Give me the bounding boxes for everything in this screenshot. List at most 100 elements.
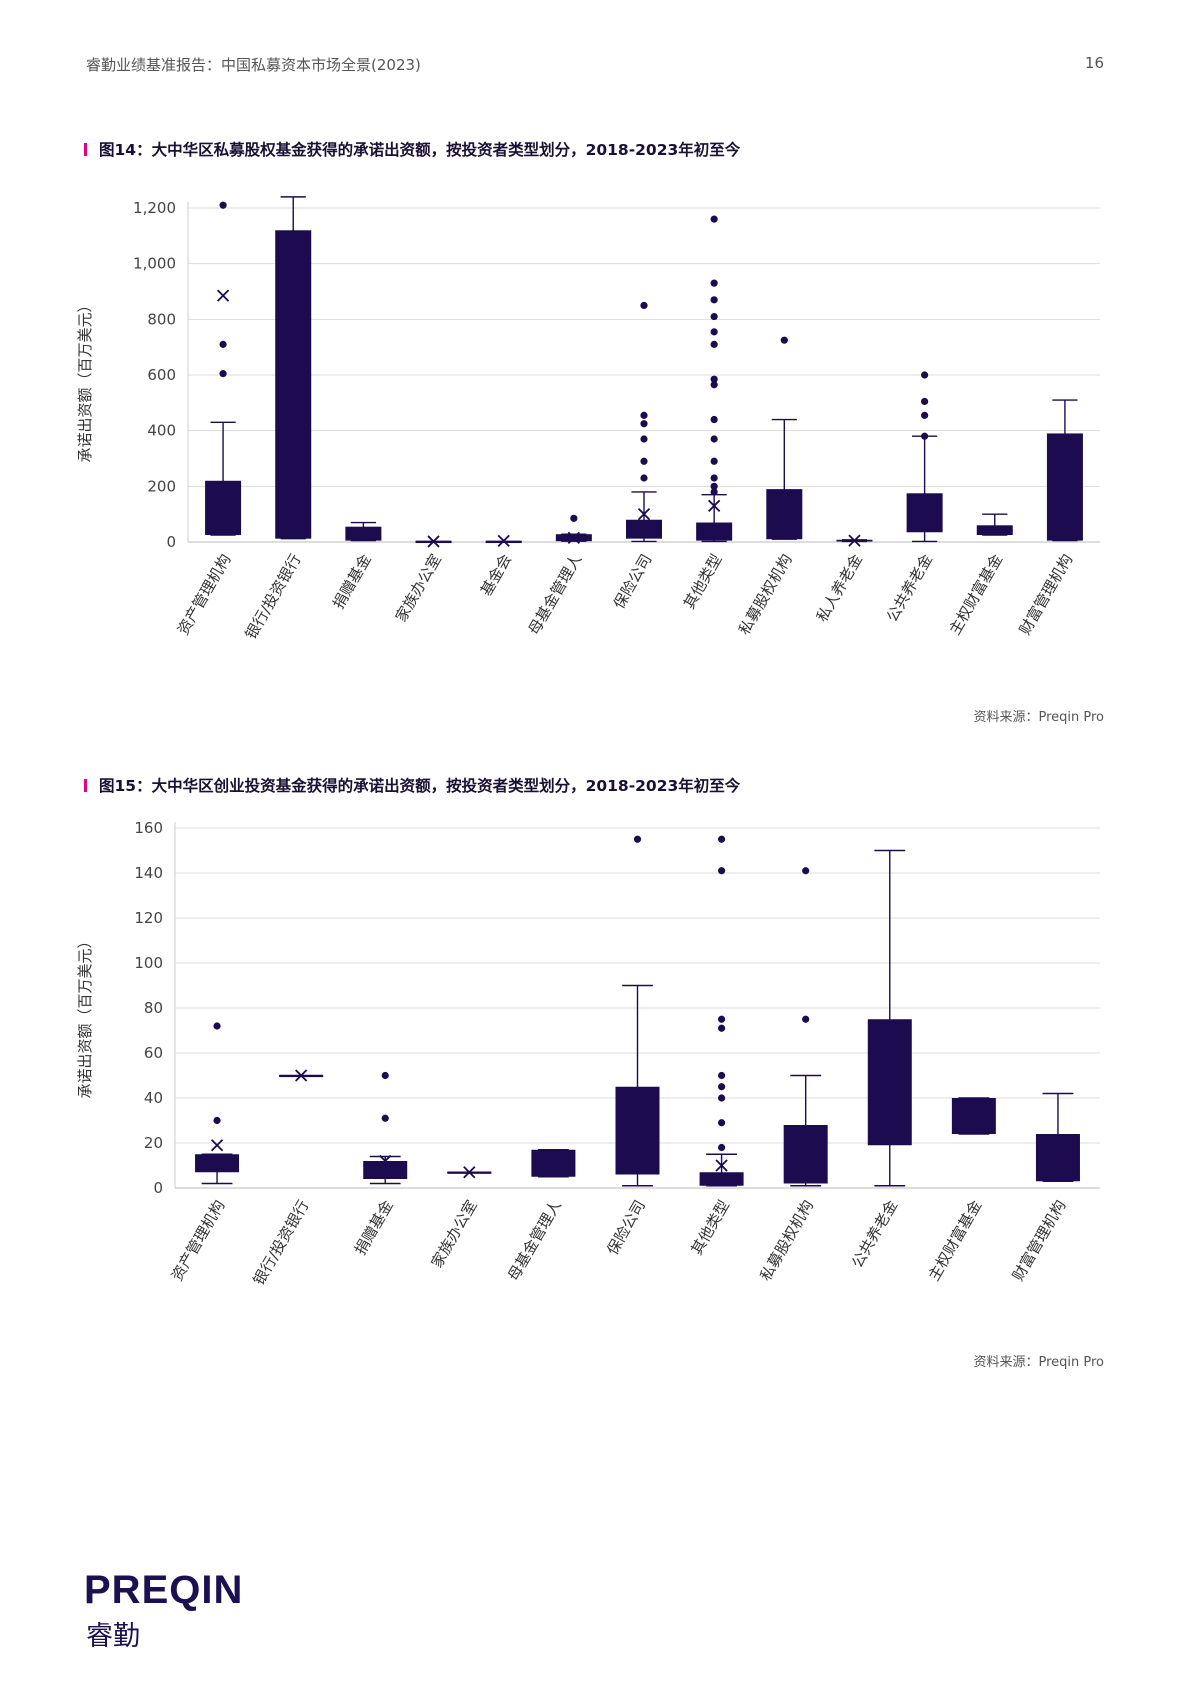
y-tick-label: 140 — [134, 864, 163, 882]
outlier-point — [717, 867, 726, 875]
outlier-point — [710, 312, 718, 321]
outlier-point — [717, 1083, 726, 1091]
outlier-point — [640, 474, 648, 482]
outlier-point — [802, 1015, 810, 1023]
mean-marker — [708, 499, 721, 512]
box-iqr — [345, 526, 382, 541]
mean-marker — [294, 1069, 308, 1082]
category-label: 私人养老金 — [813, 551, 866, 625]
y-tick-label: 100 — [134, 954, 163, 972]
box-iqr — [1035, 1134, 1080, 1182]
mean-marker — [848, 534, 861, 547]
outlier-point — [717, 1094, 726, 1102]
outlier-point — [710, 435, 718, 443]
outlier-point — [570, 514, 578, 522]
box-iqr — [699, 1172, 744, 1186]
category-label: 捐赠基金 — [351, 1197, 397, 1258]
outlier-point — [213, 1116, 221, 1125]
box-iqr — [766, 489, 803, 540]
outlier-point — [710, 381, 718, 389]
category-label: 财富管理机构 — [1009, 1197, 1070, 1284]
mean-marker — [379, 1154, 392, 1168]
y-axis-label: 承诺出资额（百万美元） — [76, 933, 94, 1098]
outlier-point — [710, 474, 718, 482]
category-label: 公共养老金 — [883, 551, 936, 625]
outlier-point — [921, 432, 929, 440]
box-iqr — [615, 1086, 660, 1175]
category-label: 私募股权机构 — [735, 551, 796, 638]
y-tick-label: 800 — [147, 310, 176, 328]
outlier-point — [717, 1119, 726, 1127]
category-label: 公共养老金 — [848, 1197, 901, 1271]
outlier-point — [219, 201, 227, 209]
outlier-point — [921, 397, 929, 406]
category-label: 基金会 — [477, 551, 515, 599]
y-tick-label: 200 — [147, 477, 176, 495]
box-iqr — [626, 519, 662, 539]
box-iqr — [485, 541, 522, 544]
outlier-point — [710, 375, 718, 383]
box-iqr — [275, 230, 312, 539]
y-tick-label: 600 — [147, 366, 176, 384]
outlier-point — [717, 1143, 726, 1152]
box-iqr — [976, 525, 1013, 536]
outlier-point — [780, 336, 788, 344]
y-tick-label: 400 — [147, 422, 176, 440]
category-label: 主权财富基金 — [946, 551, 1007, 638]
outlier-point — [710, 215, 718, 223]
mean-marker — [637, 508, 651, 521]
figure-15-boxplot: 0 20 40 60 80 100 120 140 160 承诺出资额（百万美元） 资产管理机构 银行… — [76, 819, 1100, 1288]
y-tick-label: 1,000 — [133, 255, 176, 273]
category-label: 财富管理机构 — [1016, 551, 1077, 638]
outlier-point — [717, 835, 726, 843]
outlier-point — [710, 457, 718, 465]
category-label: 其他类型 — [680, 551, 726, 612]
outlier-point — [640, 411, 648, 419]
outlier-point — [640, 301, 648, 310]
outlier-point — [640, 457, 648, 465]
box-iqr — [696, 522, 733, 541]
outlier-point — [710, 482, 718, 490]
outlier-point — [921, 411, 929, 419]
outlier-point — [717, 1015, 726, 1023]
y-tick-label: 60 — [144, 1044, 163, 1062]
box-iqr — [1046, 433, 1083, 541]
box-iqr — [783, 1125, 828, 1184]
outlier-point — [921, 371, 929, 379]
figure-15-title: 图15：大中华区创业投资基金获得的承诺出资额，按投资者类型划分，2018-202… — [84, 774, 740, 796]
box-iqr — [906, 493, 943, 533]
y-tick-label: 1,200 — [133, 199, 176, 217]
outlier-point — [717, 1024, 726, 1032]
y-axis-label: 承诺出资额（百万美元） — [76, 297, 94, 462]
report-header-title: 睿勤业绩基准报告：中国私募资本市场全景(2023) — [86, 56, 421, 74]
mean-marker — [216, 289, 230, 302]
y-tick-label: 80 — [144, 999, 163, 1017]
category-label: 家族办公室 — [428, 1197, 481, 1271]
mean-marker — [567, 531, 580, 544]
outlier-point — [219, 340, 227, 348]
box-iqr — [363, 1161, 408, 1179]
title-accent-bar — [84, 143, 87, 156]
outlier-point — [219, 370, 227, 378]
category-label: 其他类型 — [687, 1197, 733, 1258]
outlier-point — [710, 415, 718, 424]
figure-15-title-text: 图15：大中华区创业投资基金获得的承诺出资额，按投资者类型划分，2018-202… — [99, 777, 741, 795]
box-iqr — [205, 480, 242, 536]
outlier-point — [640, 420, 648, 428]
box-iqr — [195, 1154, 240, 1173]
outlier-point — [802, 867, 810, 875]
category-label: 主权财富基金 — [925, 1197, 986, 1284]
figure-14-title: 图14：大中华区私募股权基金获得的承诺出资额，按投资者类型划分，2018-202… — [84, 138, 740, 160]
mean-marker — [497, 534, 510, 548]
mean-marker — [427, 535, 440, 548]
preqin-logo-cn: 睿勤 — [86, 1621, 140, 1652]
outlier-point — [640, 435, 648, 443]
category-label: 保险公司 — [603, 1197, 649, 1258]
category-label: 母基金管理人 — [525, 551, 586, 638]
y-tick-label: 20 — [144, 1134, 163, 1152]
figure-14-boxplot: 0 200 400 600 800 1,000 1,200 承诺出资额（百万美元） 资产管理机构… — [76, 196, 1100, 642]
category-label: 资产管理机构 — [168, 1197, 229, 1284]
box-iqr — [951, 1098, 996, 1134]
category-label: 家族办公室 — [392, 551, 445, 625]
box-iqr — [531, 1149, 576, 1177]
